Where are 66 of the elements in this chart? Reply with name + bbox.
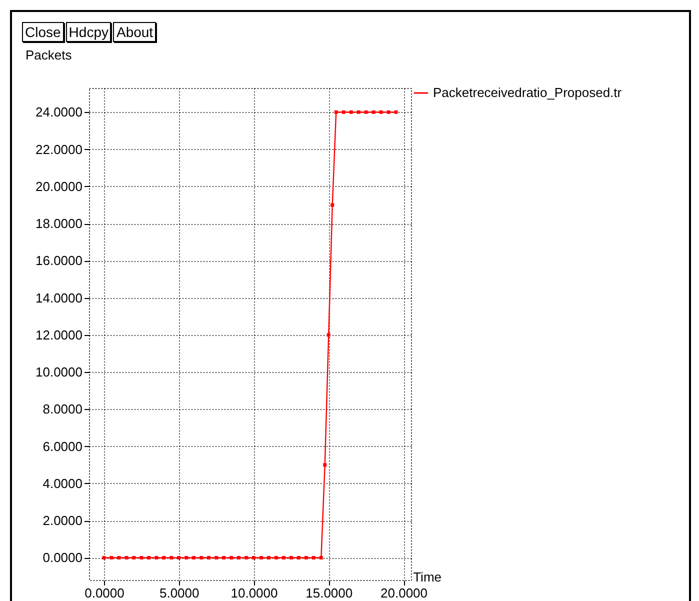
point <box>252 556 256 560</box>
point <box>230 556 234 560</box>
point <box>177 556 181 560</box>
x-tick-label: 10.0000 <box>230 586 278 600</box>
x-tick-label: 5.0000 <box>159 586 200 600</box>
text: Close <box>22 22 64 42</box>
point <box>323 463 327 467</box>
point <box>296 556 300 560</box>
point <box>386 110 390 114</box>
y-tick-label: 16.0000 <box>36 253 82 268</box>
point <box>289 556 293 560</box>
text: Hdcpy <box>66 22 112 42</box>
y-tick-label: 24.0000 <box>36 104 82 120</box>
point <box>124 556 128 560</box>
point <box>222 556 226 560</box>
point <box>147 556 151 560</box>
point <box>349 110 353 114</box>
point <box>214 556 218 560</box>
point <box>319 556 323 560</box>
point <box>330 203 334 207</box>
y-tick-label: 20.0000 <box>36 178 82 194</box>
point <box>140 556 144 560</box>
point <box>364 110 368 114</box>
point <box>110 556 114 560</box>
y-tick-label: 8.0000 <box>42 402 82 417</box>
y-tick-label: 2.0000 <box>42 513 82 528</box>
point <box>154 556 158 560</box>
point <box>274 556 278 560</box>
point <box>192 556 196 560</box>
y-tick-label: 6.0000 <box>42 438 82 454</box>
y-tick-label: 4.0000 <box>42 476 82 491</box>
point <box>170 556 174 560</box>
text: About <box>113 22 156 42</box>
point <box>132 556 136 560</box>
point <box>266 556 270 560</box>
point <box>334 110 338 114</box>
x-axis-title: Time <box>413 570 442 584</box>
point <box>326 333 330 337</box>
point <box>372 110 376 114</box>
point <box>312 556 316 560</box>
y-tick-label: 10.0000 <box>36 364 82 380</box>
point <box>342 110 346 114</box>
y-axis-title: Packets <box>26 48 72 62</box>
point <box>200 556 204 560</box>
x-tick-label: 20.0000 <box>380 586 428 600</box>
point <box>184 556 188 560</box>
y-tick-label: 14.0000 <box>36 290 82 306</box>
point <box>356 110 360 114</box>
point <box>162 556 166 560</box>
point <box>244 556 248 560</box>
point <box>237 556 240 560</box>
point <box>394 110 398 114</box>
point <box>282 556 286 560</box>
legend-label: Packetreceivedratio_Proposed.tr <box>433 85 622 100</box>
x-tick-label: 15.0000 <box>306 586 353 600</box>
point <box>260 556 263 560</box>
point <box>117 556 121 560</box>
point <box>207 556 211 560</box>
point <box>102 556 106 560</box>
point <box>379 110 383 114</box>
y-tick-label: 12.0000 <box>36 327 82 342</box>
y-tick-label: 18.0000 <box>36 216 82 232</box>
point <box>304 556 308 560</box>
y-tick-label: 0.0000 <box>42 550 82 566</box>
x-tick-label: 0.0000 <box>84 586 124 600</box>
y-tick-label: 22.0000 <box>36 142 82 157</box>
